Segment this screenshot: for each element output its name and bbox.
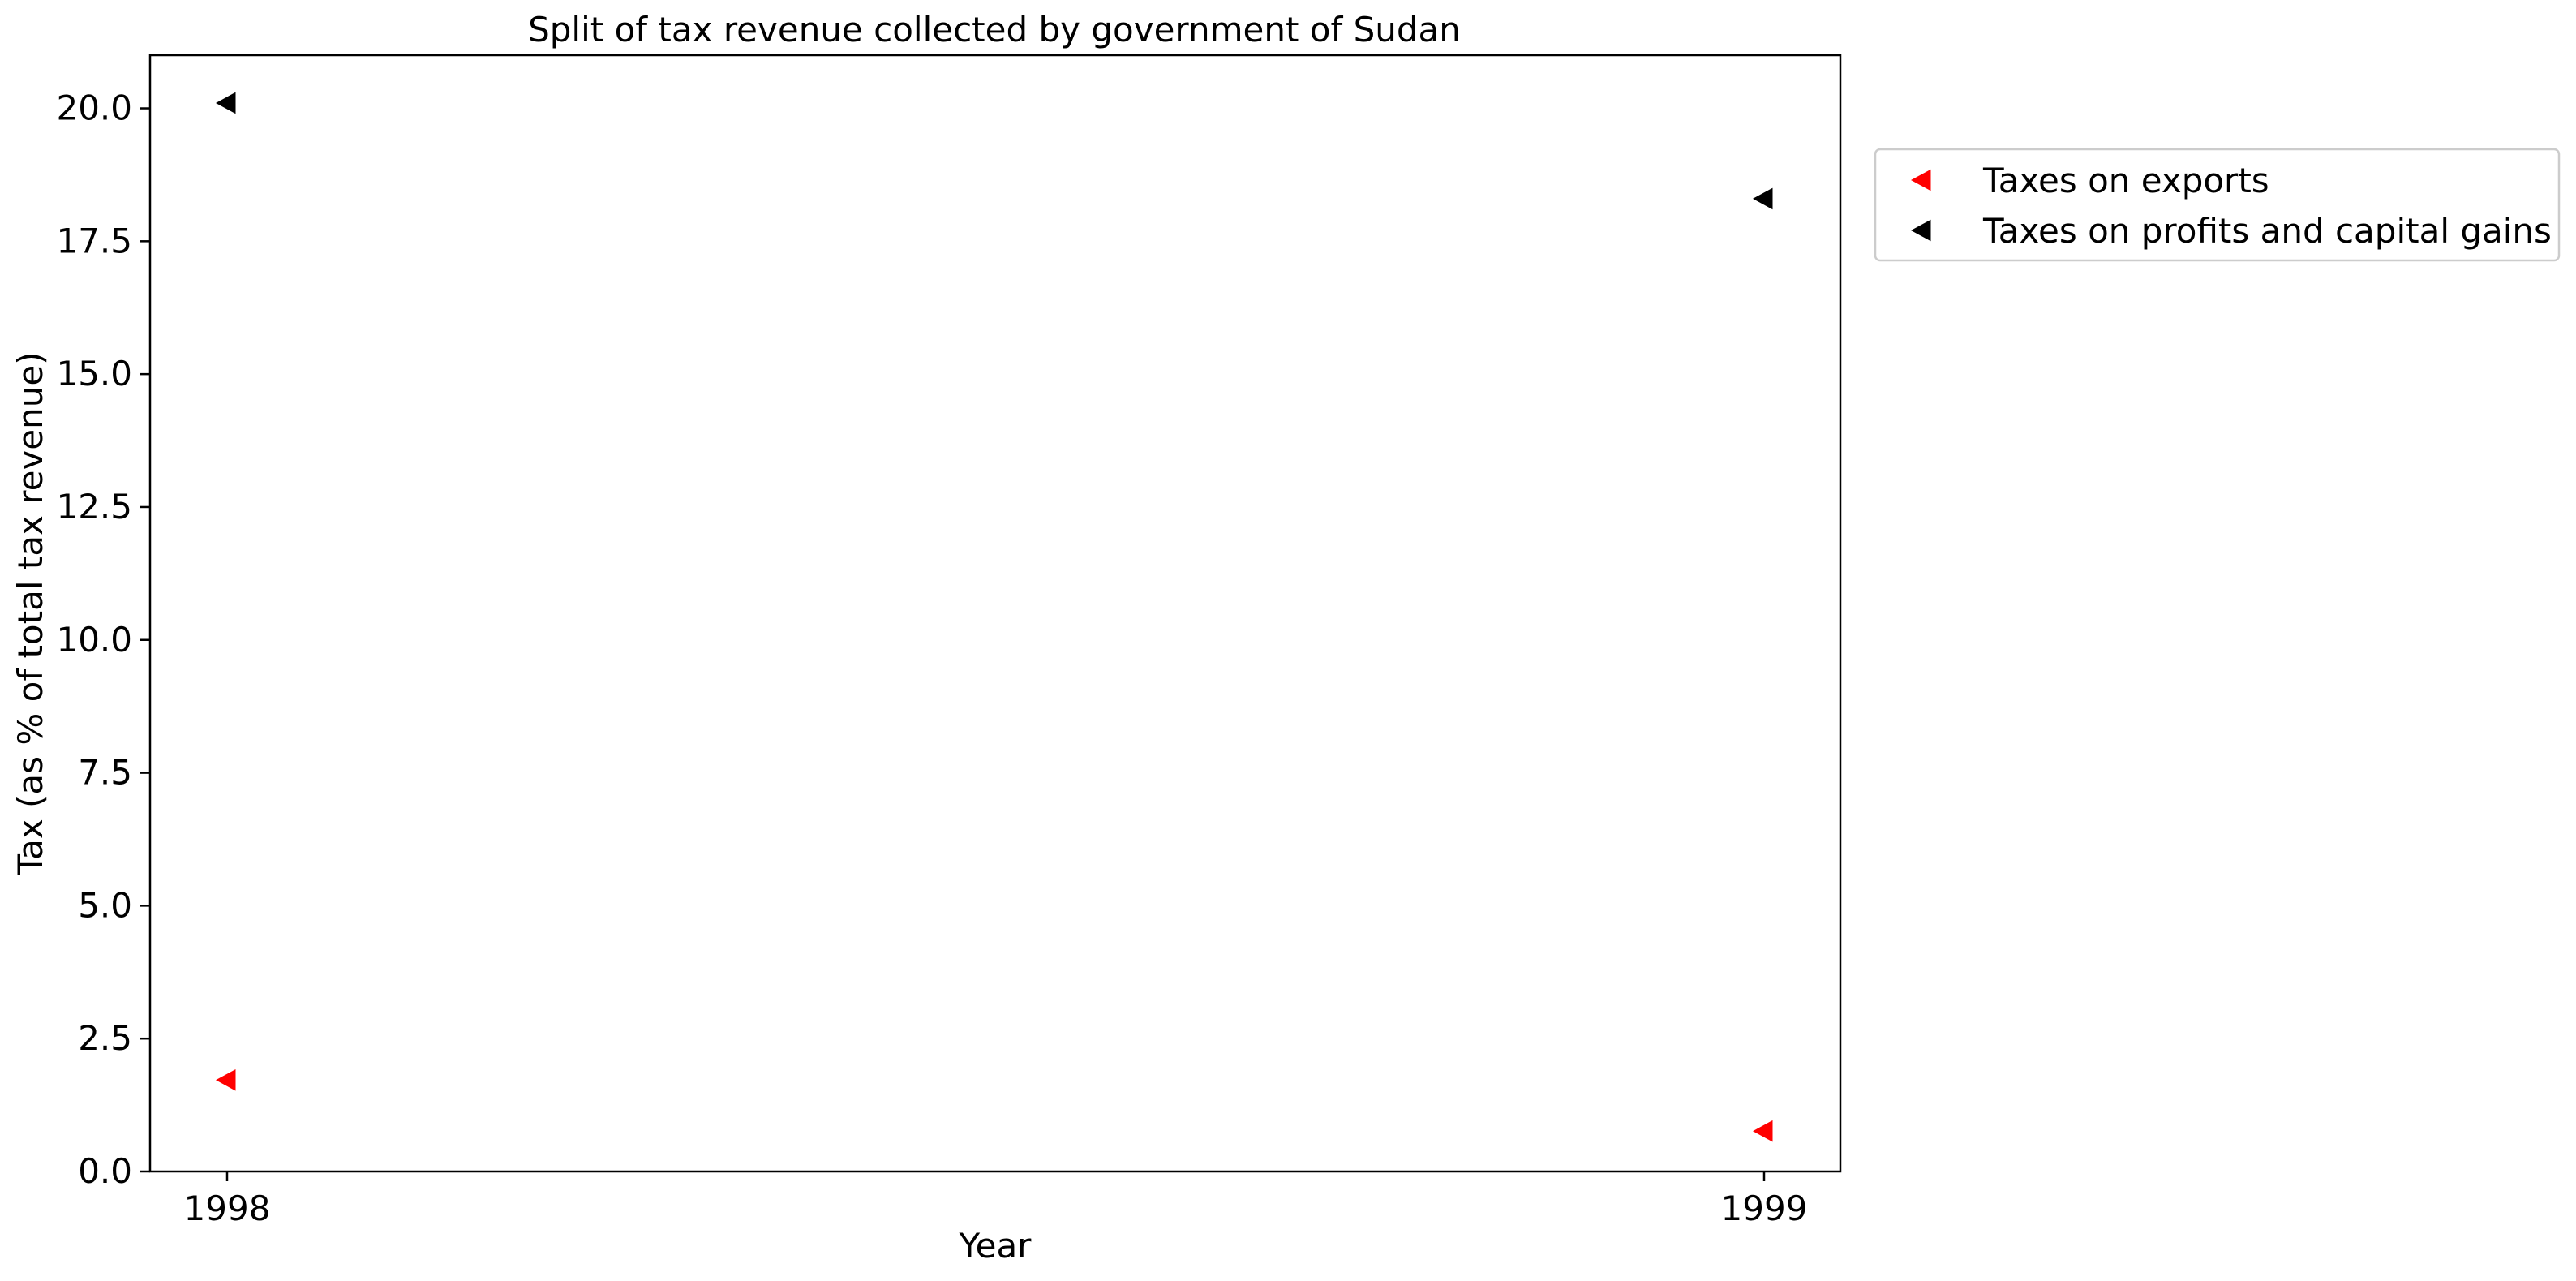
y-tick-label: 17.5 xyxy=(56,221,132,260)
y-tick-label: 2.5 xyxy=(78,1018,132,1058)
legend-frame xyxy=(1874,148,2561,262)
y-tick-label: 7.5 xyxy=(78,753,132,793)
y-tick-label: 15.0 xyxy=(56,354,132,393)
legend-marker-0 xyxy=(1911,169,1931,191)
data-markers xyxy=(216,92,1773,1142)
data-point-taxes-on-profits-1999 xyxy=(1753,187,1773,210)
y-axis-label: Tax (as % of total tax revenue) xyxy=(11,351,50,875)
x-axis: 1998 1999 xyxy=(184,1171,1808,1228)
legend: Taxes on exports Taxes on profits and cap… xyxy=(1874,148,2561,262)
data-point-taxes-on-exports-1998 xyxy=(216,1068,236,1091)
plot-area xyxy=(148,54,1842,1173)
data-point-taxes-on-profits-1998 xyxy=(216,92,236,114)
y-tick-label: 20.0 xyxy=(56,88,132,128)
x-axis-label: Year xyxy=(959,1226,1033,1266)
legend-entries: Taxes on exports Taxes on profits and cap… xyxy=(1911,161,2552,251)
legend-marker-1 xyxy=(1911,219,1931,242)
y-tick-label: 0.0 xyxy=(78,1151,132,1191)
y-tick-label: 10.0 xyxy=(56,620,132,660)
chart-title: Split of tax revenue collected by govern… xyxy=(528,10,1461,49)
data-point-taxes-on-exports-1999 xyxy=(1753,1120,1773,1142)
x-tick-label: 1999 xyxy=(1721,1189,1808,1228)
y-tick-label: 12.5 xyxy=(56,487,132,527)
legend-label-0: Taxes on exports xyxy=(1982,161,2269,200)
legend-label-1: Taxes on profits and capital gains xyxy=(1982,211,2552,251)
x-tick-label: 1998 xyxy=(184,1189,271,1228)
y-axis: 0.0 2.5 5.0 7.5 10.0 12.5 15.0 17.5 20.0 xyxy=(56,88,150,1191)
y-tick-label: 5.0 xyxy=(78,885,132,925)
